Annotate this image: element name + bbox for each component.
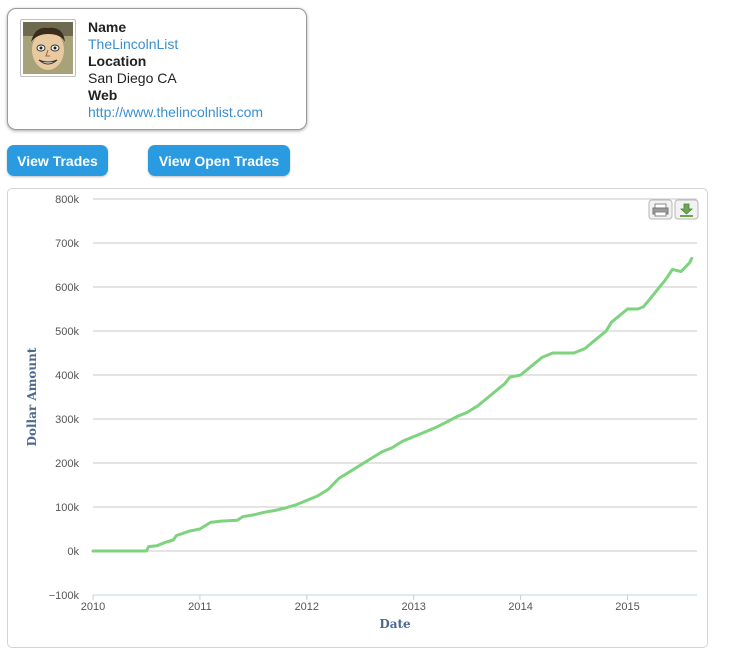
- y-tick-label: 400k: [55, 370, 79, 382]
- y-tick-label: 600k: [55, 282, 79, 294]
- y-tick-label: 800k: [55, 194, 79, 206]
- y-axis-ticks: −100k 0k 100k 200k 300k 400k 500k 600k 700k 800k: [49, 194, 80, 602]
- x-tick-label: 2010: [81, 601, 105, 613]
- web-link[interactable]: http://www.thelincolnlist.com: [88, 104, 264, 120]
- name-label: Name: [88, 19, 127, 35]
- x-tick-label: 2013: [401, 601, 425, 613]
- y-tick-label: −100k: [49, 590, 80, 602]
- x-axis-ticks: 2010 2011 2012 2013 2014 2015: [81, 595, 640, 613]
- print-button[interactable]: [648, 199, 673, 220]
- x-tick-label: 2011: [188, 601, 212, 613]
- y-tick-label: 300k: [55, 414, 79, 426]
- x-axis-title: Date: [379, 617, 411, 631]
- series-layer: [91, 256, 694, 553]
- location-value: San Diego CA: [88, 70, 177, 86]
- grid-lines: [93, 198, 697, 596]
- y-tick-label: 0k: [67, 546, 79, 558]
- y-tick-label: 700k: [55, 238, 79, 250]
- y-tick-label: 100k: [55, 502, 79, 514]
- series-line: [91, 256, 694, 553]
- equity-chart: −100k0k100k200k300k400k500k600k700k800k …: [25, 194, 699, 631]
- profile-info: Name TheLincolnList Location San Diego C…: [88, 19, 263, 121]
- y-tick-label: 500k: [55, 326, 79, 338]
- y-tick-label: 200k: [55, 458, 79, 470]
- location-label: Location: [88, 53, 147, 69]
- avatar[interactable]: [20, 19, 76, 77]
- x-tick-label: 2014: [508, 601, 532, 613]
- export-button[interactable]: [674, 199, 699, 220]
- chart-container: −100k 0k 100k 200k 300k 400k 500k 600k 700k 800k …: [7, 188, 708, 648]
- avatar-image: [23, 22, 73, 74]
- y-axis-title: Dollar Amount: [25, 347, 39, 446]
- download-icon: [679, 203, 694, 217]
- view-open-trades-button[interactable]: View Open Trades: [148, 145, 290, 176]
- name-link[interactable]: TheLincolnList: [88, 36, 179, 52]
- x-tick-label: 2015: [615, 601, 639, 613]
- profile-card: Name TheLincolnList Location San Diego C…: [7, 8, 307, 130]
- print-icon: [652, 203, 669, 217]
- web-label: Web: [88, 87, 118, 103]
- x-tick-label: 2012: [295, 601, 319, 613]
- view-trades-button[interactable]: View Trades: [7, 145, 108, 176]
